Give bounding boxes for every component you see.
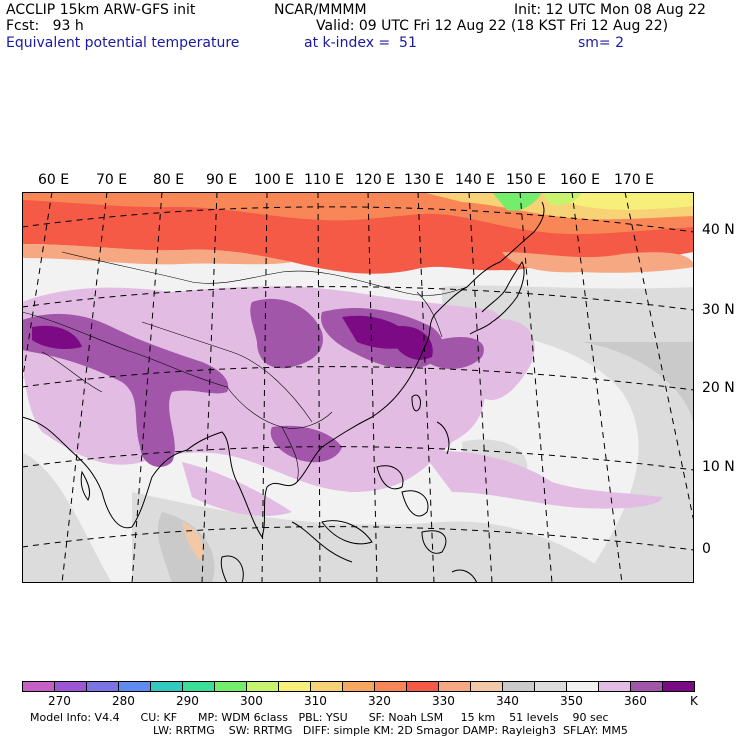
model-info-line1: Model Info: V4.4 CU: KF MP: WDM 6class P… — [30, 711, 609, 724]
model-title: ACCLIP 15km ARW-GFS init — [6, 2, 196, 18]
colorbar-swatch — [150, 681, 183, 692]
colorbar-swatch — [566, 681, 599, 692]
dark-purple-tibet — [250, 298, 323, 369]
valid-time: Valid: 09 UTC Fri 12 Aug 22 (18 KST Fri … — [316, 18, 669, 34]
colorbar-swatch — [374, 681, 407, 692]
lon-label: 150 E — [506, 172, 547, 188]
lat-label: 10 N — [702, 459, 735, 475]
lat-label: 20 N — [702, 380, 735, 396]
borders — [22, 251, 468, 483]
model-info-line2: LW: RRTMG SW: RRTMG DIFF: simple KM: 2D … — [153, 724, 628, 737]
graticule — [22, 192, 694, 583]
colorbar-swatch — [310, 681, 343, 692]
coastlines — [22, 201, 545, 583]
lon-label: 160 E — [560, 172, 601, 188]
colorbar-tick-label: 280 — [112, 694, 135, 708]
yellow-band-north — [542, 192, 694, 210]
colorbar-swatch — [118, 681, 151, 692]
gray-field-northeast — [582, 342, 694, 432]
field-name: Equivalent potential temperature — [6, 35, 240, 51]
gray-field-east — [442, 285, 694, 583]
lon-label: 130 E — [404, 172, 445, 188]
colorbar-tick-label: 320 — [368, 694, 391, 708]
forecast-hour: Fcst: 93 h — [6, 18, 84, 34]
darkest-purple-pakistan — [32, 325, 82, 350]
purple-field-japan — [477, 319, 535, 401]
lon-label: 90 E — [206, 172, 238, 188]
gray-field-south — [132, 492, 622, 583]
colorbar-swatch — [214, 681, 247, 692]
lon-label: 60 E — [38, 172, 70, 188]
peach-band-west — [22, 244, 292, 265]
colorbar-swatch — [246, 681, 279, 692]
peach-spot-south — [182, 522, 204, 562]
colorbar-tick-label: 290 — [176, 694, 199, 708]
colorbar-tick-label: 330 — [432, 694, 455, 708]
init-time: Init: 12 UTC Mon 08 Aug 22 — [514, 2, 706, 18]
colorbar-swatch — [598, 681, 631, 692]
colorbar-tick-label: 340 — [496, 694, 519, 708]
dark-purple-korea — [427, 337, 484, 369]
lon-label: 100 E — [254, 172, 295, 188]
colorbar-unit: K — [690, 694, 698, 708]
green-spot-north — [492, 192, 542, 211]
colorbar-swatch — [502, 681, 535, 692]
colorbar-swatch — [534, 681, 567, 692]
colorbar-swatch — [22, 681, 55, 692]
colorbar-swatch — [86, 681, 119, 692]
colorbar-tick-label: 300 — [240, 694, 263, 708]
lat-label: 40 N — [702, 222, 735, 238]
gray-field-south-a — [157, 512, 215, 583]
organization-label: NCAR/MMMM — [274, 2, 367, 18]
lat-label: 30 N — [702, 302, 735, 318]
gray-field-southwest — [22, 452, 112, 583]
colorbar-tick-label: 350 — [560, 694, 583, 708]
level-index: at k-index = 51 — [304, 35, 417, 51]
map-frame — [22, 192, 694, 583]
colorbar-swatch — [406, 681, 439, 692]
dark-purple-indochina — [270, 425, 342, 463]
lon-label: 80 E — [153, 172, 185, 188]
colorbar-swatch — [630, 681, 663, 692]
colorbar-swatch — [342, 681, 375, 692]
colorbar-tick-label: 270 — [48, 694, 71, 708]
colorbar-tick-label: 360 — [624, 694, 647, 708]
peach-band — [502, 252, 694, 273]
colorbar-swatch — [54, 681, 87, 692]
lon-label: 140 E — [455, 172, 496, 188]
smoothing-label: sm= 2 — [578, 35, 625, 51]
colorbar-swatch — [470, 681, 503, 692]
theta-e-map — [22, 192, 694, 583]
dark-purple-india — [22, 313, 229, 467]
colorbar-swatch — [662, 681, 695, 692]
lon-label: 120 E — [355, 172, 396, 188]
lat-label: 0 — [702, 541, 711, 557]
colorbar-tick-label: 310 — [304, 694, 327, 708]
lon-label: 110 E — [304, 172, 345, 188]
purple-field-pacific — [422, 451, 662, 509]
colorbar-swatch — [182, 681, 215, 692]
colorbar-swatch — [438, 681, 471, 692]
colorbar-swatch — [278, 681, 311, 692]
lon-label: 170 E — [614, 172, 655, 188]
lon-label: 70 E — [96, 172, 128, 188]
